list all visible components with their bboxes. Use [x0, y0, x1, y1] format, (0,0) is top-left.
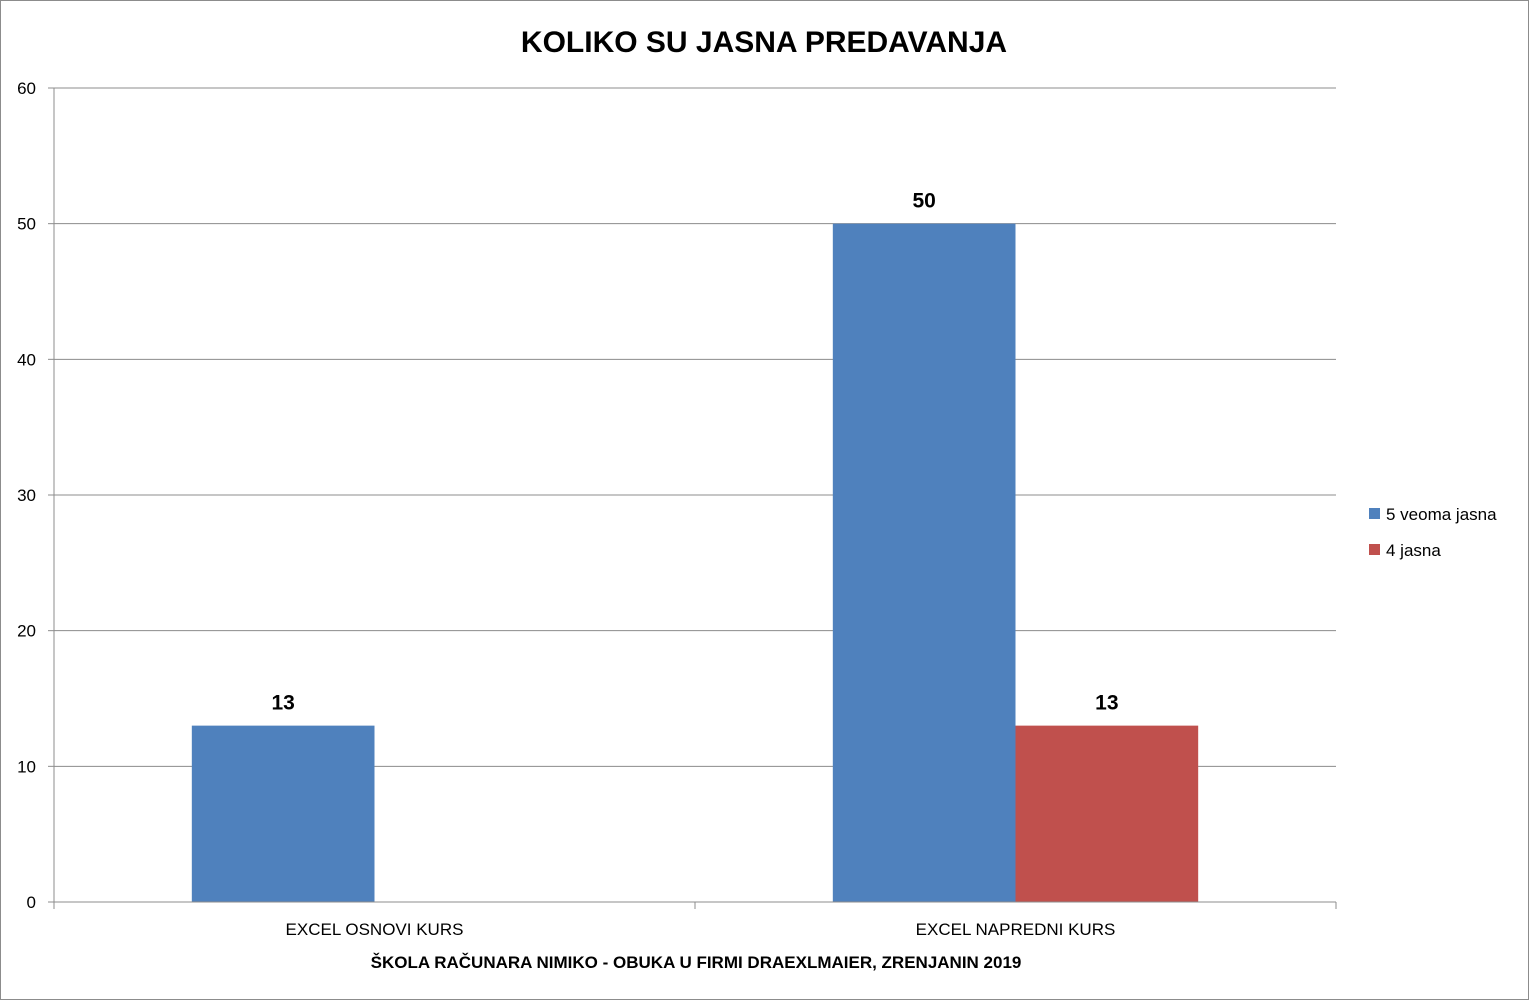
data-label: 13 [1095, 692, 1118, 715]
legend-label: 5 veoma jasna [1386, 505, 1497, 524]
y-tick-label: 10 [17, 757, 36, 776]
x-category-label: EXCEL NAPREDNI KURS [916, 920, 1116, 939]
y-tick-label: 20 [17, 622, 36, 641]
data-label: 13 [271, 692, 294, 715]
legend-swatch [1369, 544, 1380, 555]
y-tick-label: 30 [17, 486, 36, 505]
y-tick-label: 0 [27, 893, 36, 912]
chart-title: KOLIKO SU JASNA PREDAVANJA [521, 26, 1007, 59]
bar-5-veoma-jasna-1 [832, 223, 1016, 902]
legend: 5 veoma jasna 4 jasna [1369, 505, 1497, 560]
bar-5-veoma-jasna-0 [191, 725, 375, 902]
y-tick-label: 60 [17, 79, 36, 98]
x-category-label: EXCEL OSNOVI KURS [286, 920, 464, 939]
axes: 0 10 20 30 40 50 60 EXCEL OSNOVI KURS EXCEL NAPR… [17, 79, 1337, 939]
y-tick-label: 40 [17, 350, 36, 369]
data-labels: 13 50 13 [271, 190, 1118, 715]
y-tick-label: 50 [17, 215, 36, 234]
bars [191, 223, 1199, 902]
x-axis-title: ŠKOLA RAČUNARA NIMIKO - OBUKA U FIRMI DR… [371, 953, 1022, 972]
gridlines [54, 87, 1336, 767]
data-label: 50 [912, 190, 935, 213]
legend-swatch [1369, 508, 1380, 519]
bar-4-jasna-1 [1015, 725, 1199, 902]
legend-label: 4 jasna [1386, 541, 1441, 560]
